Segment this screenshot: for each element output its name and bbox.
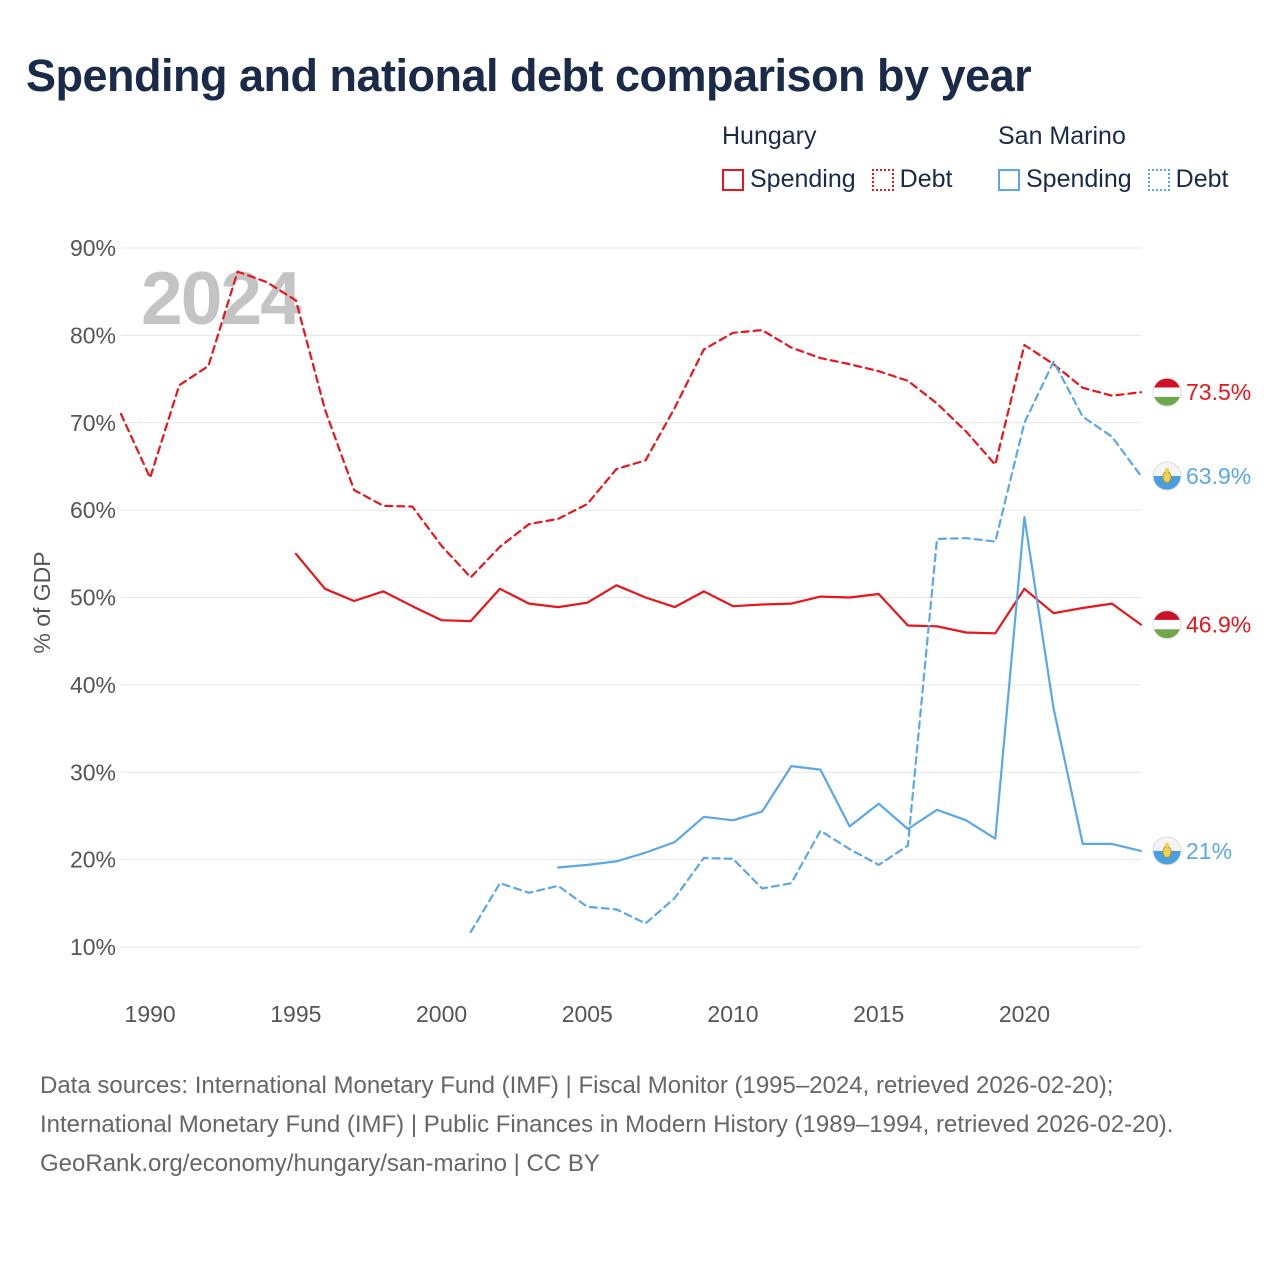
hungary-flag-icon — [1152, 610, 1182, 640]
series-line-hungary-spending — [294, 552, 1143, 635]
flag-stripe-green — [1153, 396, 1181, 407]
flag-crown — [1164, 842, 1170, 848]
flag-ring — [1152, 610, 1182, 640]
flag-emblem — [1162, 845, 1172, 858]
legend-swatch-solid — [998, 168, 1020, 191]
series-end-label: 21% — [1186, 838, 1232, 864]
x-tick-label: 2010 — [707, 1001, 758, 1027]
y-tick-label: 80% — [70, 322, 116, 348]
y-axis-label: % of GDP — [29, 551, 55, 653]
x-tick-label: 1990 — [125, 1001, 176, 1027]
series-line-san-marino-spending — [557, 516, 1143, 869]
legend-country-label: San Marino — [998, 122, 1126, 150]
flag-emblem — [1162, 471, 1172, 484]
data-sources: Data sources: International Monetary Fun… — [40, 1072, 1174, 1138]
year-watermark: 2024 — [141, 256, 302, 340]
san-marino-flag-icon — [1152, 461, 1182, 491]
legend-item-label: Spending — [1026, 165, 1132, 193]
y-tick-label: 50% — [70, 585, 116, 611]
series-end-label: 46.9% — [1186, 612, 1251, 638]
y-tick-label: 30% — [70, 759, 116, 785]
line-chart: 10% 20% 30% 40% 50% 60% 70% 80% 90% 1990 1995 2000 2… — [29, 235, 1251, 1027]
y-tick-label: 90% — [70, 235, 116, 261]
footer: Data sources: International Monetary Fun… — [40, 1066, 1240, 1183]
hungary-flag-icon — [1152, 377, 1182, 407]
x-tick-label: 2005 — [562, 1001, 613, 1027]
x-tick-label: 2020 — [999, 1001, 1050, 1027]
legend-item-hungary-debt[interactable]: Debt — [871, 165, 953, 194]
legend-hungary: Hungary Spending Debt — [722, 122, 968, 194]
y-tick-label: 60% — [70, 497, 116, 523]
legend-san-marino: San Marino Spending Debt — [998, 122, 1244, 194]
x-tick-label: 2000 — [416, 1001, 467, 1027]
credit-link[interactable]: GeoRank.org/economy/hungary/san-marino |… — [40, 1150, 600, 1177]
y-tick-label: 10% — [70, 934, 116, 960]
legend-item-label: Debt — [899, 165, 953, 193]
x-tick-label: 1995 — [270, 1001, 321, 1027]
x-tick-label: 2015 — [853, 1001, 904, 1027]
legend-item-san-marino-spending[interactable]: Spending — [998, 165, 1132, 194]
y-tick-label: 70% — [70, 410, 116, 436]
san-marino-flag-icon — [1152, 836, 1182, 866]
flag-crown — [1164, 467, 1170, 473]
flag-stripe-red — [1153, 378, 1181, 388]
flag-stripe-white — [1153, 387, 1181, 397]
y-tick-label: 40% — [70, 672, 116, 698]
legend-item-hungary-spending[interactable]: Spending — [722, 165, 856, 194]
legend-country-label: Hungary — [722, 122, 817, 150]
legend-swatch-solid — [722, 168, 744, 191]
y-tick-label: 20% — [70, 847, 116, 873]
legend-swatch-dotted — [871, 168, 894, 191]
legend-item-label: Spending — [750, 165, 856, 193]
flag-stripe-green — [1153, 629, 1181, 639]
chart-title: Spending and national debt comparison by… — [26, 50, 1032, 101]
flag-stripe-red — [1153, 610, 1181, 620]
legend-item-label: Debt — [1175, 165, 1229, 193]
series-end-label: 63.9% — [1186, 463, 1251, 489]
flag-ring — [1152, 377, 1182, 407]
series-line-hungary-debt — [119, 270, 1143, 579]
legend-item-san-marino-debt[interactable]: Debt — [1147, 165, 1229, 194]
flag-stripe-white — [1153, 619, 1181, 630]
legend-swatch-dotted — [1147, 168, 1170, 191]
flag-ring — [1152, 836, 1182, 866]
series-line-san-marino-debt — [469, 360, 1143, 934]
flag-ring — [1152, 461, 1182, 491]
series-end-label: 73.5% — [1186, 379, 1251, 405]
